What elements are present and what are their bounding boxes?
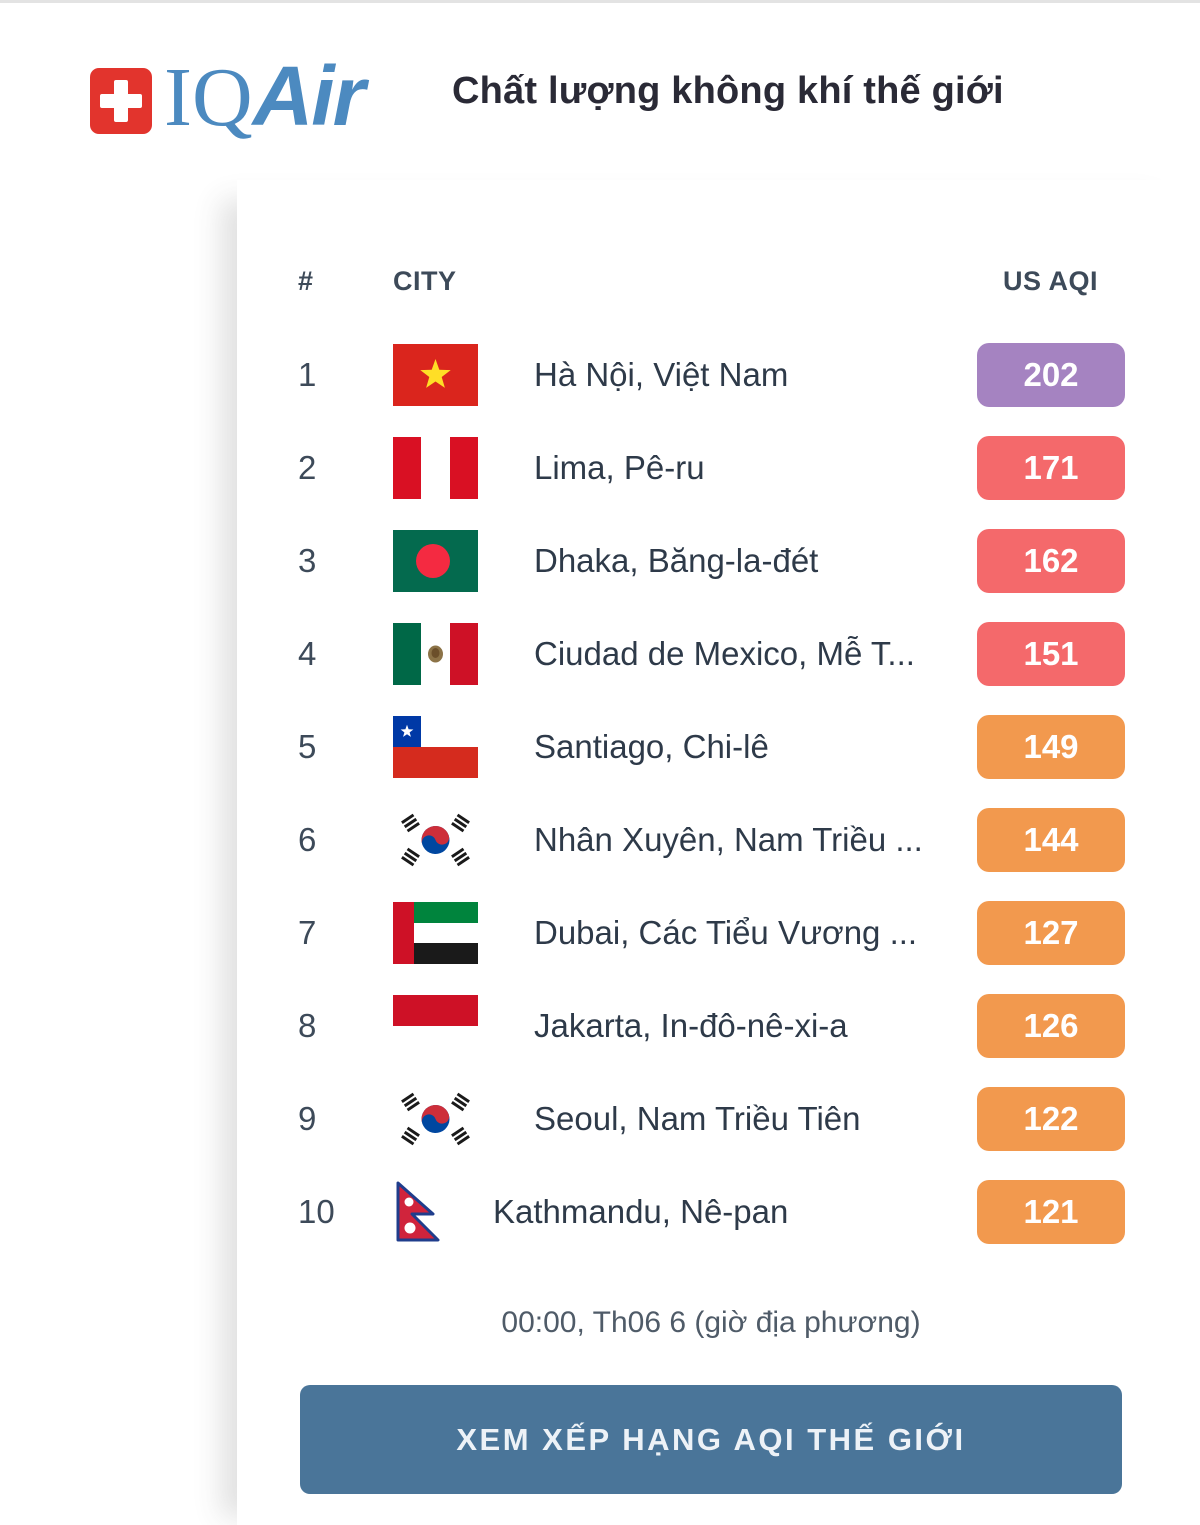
table-row[interactable]: 5 Santiago, Chi-lê 149	[237, 700, 1200, 793]
top-border-line	[0, 0, 1200, 3]
mexico-flag-icon	[393, 622, 478, 685]
city-label: Dubai, Các Tiểu Vương ...	[534, 913, 918, 951]
local-time-label: 00:00, Th06 6 (giờ địa phương)	[501, 1306, 921, 1339]
aqi-badge: 202	[977, 342, 1125, 407]
rank-label: 3	[298, 541, 317, 579]
rank-label: 9	[298, 1099, 317, 1137]
nepal-flag-icon	[393, 1181, 441, 1243]
chile-flag-icon	[393, 715, 478, 778]
table-header: # CITY US AQI	[237, 259, 1200, 304]
aqi-badge: 162	[977, 528, 1125, 593]
city-label: Ciudad de Mexico, Mễ T...	[534, 634, 915, 672]
rank-label: 8	[298, 1006, 317, 1044]
swiss-cross-icon	[90, 68, 152, 134]
table-row[interactable]: 7 Dubai, Các Tiểu Vương ... 127	[237, 886, 1200, 979]
vietnam-flag-icon	[393, 343, 478, 406]
aqi-badge: 151	[977, 621, 1125, 686]
city-label: Lima, Pê-ru	[534, 448, 705, 486]
uae-flag-icon	[393, 901, 478, 964]
bangladesh-flag-icon	[393, 529, 478, 592]
aqi-badge: 126	[977, 993, 1125, 1058]
city-label: Seoul, Nam Triều Tiên	[534, 1099, 861, 1137]
city-label: Kathmandu, Nê-pan	[493, 1192, 789, 1230]
city-label: Dhaka, Băng-la-đét	[534, 541, 819, 579]
aqi-badge: 171	[977, 435, 1125, 500]
aqi-badge: 122	[977, 1086, 1125, 1151]
south-korea-flag-icon	[393, 808, 478, 871]
rank-label: 7	[298, 913, 317, 951]
city-label: Santiago, Chi-lê	[534, 727, 769, 765]
city-label: Hà Nội, Việt Nam	[534, 355, 789, 393]
rank-label: 4	[298, 634, 317, 672]
view-world-aqi-ranking-button[interactable]: XEM XẾP HẠNG AQI THẾ GIỚI	[300, 1385, 1122, 1494]
brand-text: IQAir	[164, 49, 365, 144]
aqi-badge: 149	[977, 714, 1125, 779]
table-row[interactable]: 4 Ciudad de Mexico, Mễ T... 151	[237, 607, 1200, 700]
peru-flag-icon	[393, 436, 478, 499]
rank-label: 6	[298, 820, 317, 858]
aqi-badge: 144	[977, 807, 1125, 872]
city-ranking-list: 1 Hà Nội, Việt Nam 202 2 Lima, Pê-ru 171…	[237, 328, 1200, 1258]
table-row[interactable]: 8 Jakarta, In-đô-nê-xi-a 126	[237, 979, 1200, 1072]
table-row[interactable]: 6 Nhân Xuyên, Nam Triều ... 144	[237, 793, 1200, 886]
rank-label: 1	[298, 355, 317, 393]
table-row[interactable]: 3 Dhaka, Băng-la-đét 162	[237, 514, 1200, 607]
column-header-rank: #	[298, 266, 314, 296]
table-row[interactable]: 2 Lima, Pê-ru 171	[237, 421, 1200, 514]
table-row[interactable]: 10 Kathmandu, Nê-pan 121	[237, 1165, 1200, 1258]
aqi-badge: 127	[977, 900, 1125, 965]
page-title: Chất lượng không khí thế giới	[452, 70, 1004, 112]
column-header-us-aqi: US AQI	[1002, 266, 1098, 296]
column-header-city: CITY	[393, 266, 457, 296]
table-row[interactable]: 9 Seoul, Nam Triều Tiên 122	[237, 1072, 1200, 1165]
aqi-badge: 121	[977, 1179, 1125, 1244]
city-label: Nhân Xuyên, Nam Triều ...	[534, 820, 923, 858]
south-korea-flag-icon	[393, 1087, 478, 1150]
city-label: Jakarta, In-đô-nê-xi-a	[534, 1006, 848, 1044]
rank-label: 10	[298, 1192, 335, 1230]
indonesia-flag-icon	[393, 994, 478, 1057]
rank-label: 2	[298, 448, 317, 486]
rank-label: 5	[298, 727, 317, 765]
aqi-widget-card: # CITY US AQI 1 Hà Nội, Việt Nam 202 2 L…	[237, 180, 1200, 1525]
table-row[interactable]: 1 Hà Nội, Việt Nam 202	[237, 328, 1200, 421]
